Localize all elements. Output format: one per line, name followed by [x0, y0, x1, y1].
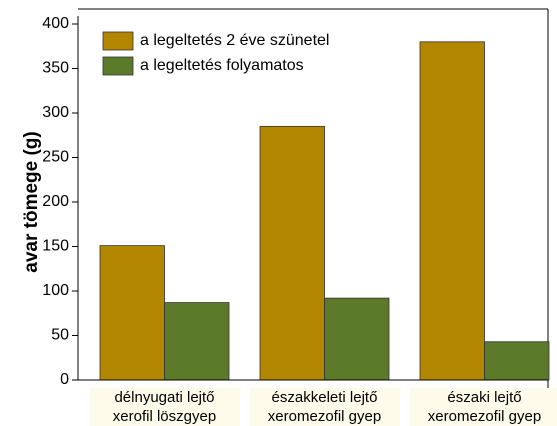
bar	[259, 125, 325, 381]
x-tick-label: északi lejtő xeromezofil gyep	[409, 388, 557, 426]
y-tick-label: 100	[42, 282, 69, 299]
y-tick-label: 300	[42, 104, 69, 121]
legend-swatch	[102, 56, 134, 76]
bar	[419, 41, 485, 381]
y-tick-label: 50	[51, 327, 69, 344]
y-tick-label: 350	[42, 60, 69, 77]
y-tick-label: 400	[42, 15, 69, 32]
legend-label: a legeltetés 2 éve szünetel	[140, 32, 329, 49]
bar	[164, 302, 230, 381]
legend-label: a legeltetés folyamatos	[140, 57, 304, 74]
bar	[99, 245, 165, 381]
y-tick-label: 150	[42, 238, 69, 255]
x-tick-label: északkeleti lejtő xeromezofil gyep	[249, 388, 400, 426]
x-tick-label: délnyugati lejtő xerofil löszgyep	[89, 388, 240, 426]
y-tick-label: 0	[60, 371, 69, 388]
y-tick-label: 250	[42, 149, 69, 166]
y-axis-title: avar tömege (g)	[21, 131, 42, 272]
legend-swatch	[102, 31, 134, 51]
bar	[324, 297, 390, 381]
bar	[484, 341, 550, 381]
y-tick-label: 200	[42, 193, 69, 210]
